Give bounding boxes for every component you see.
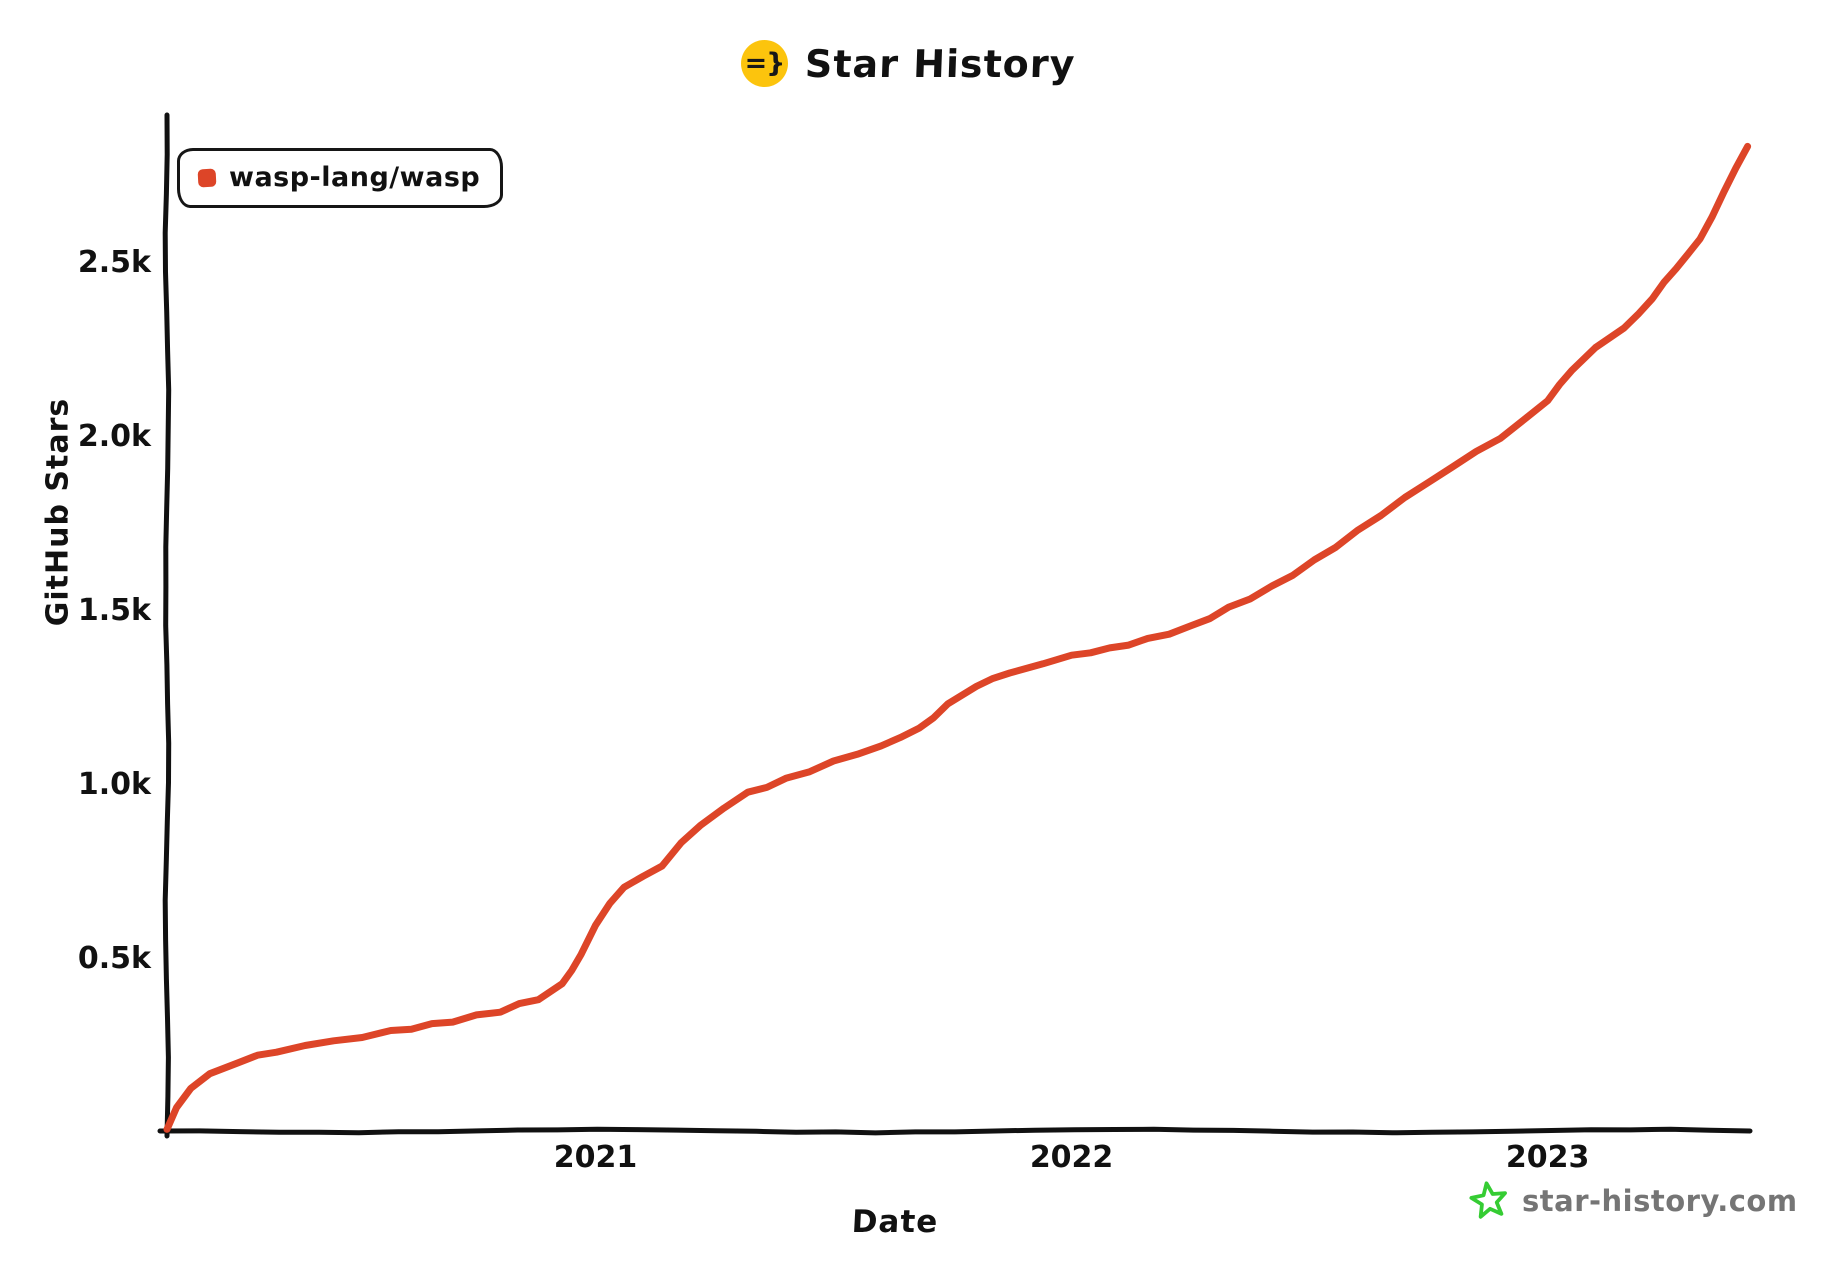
x-axis-line xyxy=(157,1126,1753,1136)
y-tick-label: 1.0k xyxy=(78,767,152,802)
y-axis-line xyxy=(162,112,172,1139)
star-icon xyxy=(1469,1181,1507,1219)
wasp-logo-glyph: =} xyxy=(744,48,786,79)
x-tick-label: 2023 xyxy=(1506,1140,1590,1175)
x-tick-label: 2022 xyxy=(1030,1140,1114,1175)
chart-title-bar: =} Star History xyxy=(741,40,1076,87)
y-tick-label: 2.5k xyxy=(78,245,152,280)
legend-series-label: wasp-lang/wasp xyxy=(229,162,481,193)
x-tick-label: 2021 xyxy=(554,1140,638,1175)
series-line xyxy=(163,142,1752,1133)
y-tick-label: 0.5k xyxy=(78,941,152,976)
watermark-link[interactable]: star-history.com xyxy=(1468,1180,1798,1222)
legend: wasp-lang/wasp xyxy=(177,148,504,208)
y-tick-label: 1.5k xyxy=(78,593,152,628)
wasp-logo-icon: =} xyxy=(741,40,788,87)
legend-series-marker xyxy=(197,168,217,187)
y-tick-label: 2.0k xyxy=(78,419,152,454)
watermark-text: star-history.com xyxy=(1522,1184,1798,1218)
